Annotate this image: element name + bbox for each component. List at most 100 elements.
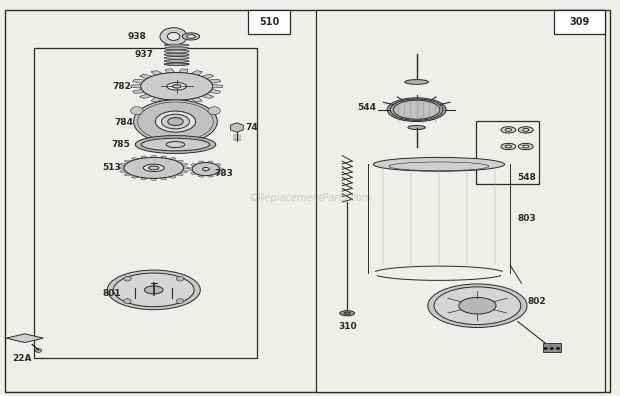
Ellipse shape [405, 80, 428, 84]
Text: 783: 783 [214, 169, 232, 177]
Circle shape [176, 299, 184, 303]
Ellipse shape [141, 72, 213, 100]
Polygon shape [202, 94, 214, 99]
Polygon shape [120, 170, 126, 172]
Polygon shape [179, 69, 188, 73]
Text: 785: 785 [112, 140, 130, 149]
Ellipse shape [124, 158, 184, 178]
Text: 510: 510 [259, 17, 279, 27]
Bar [248, 10, 290, 34]
Polygon shape [151, 178, 157, 180]
Ellipse shape [187, 35, 195, 38]
Polygon shape [231, 123, 243, 132]
Ellipse shape [523, 145, 529, 148]
Polygon shape [124, 173, 131, 176]
Ellipse shape [501, 143, 516, 150]
Ellipse shape [149, 166, 159, 170]
Text: 74: 74 [245, 123, 258, 132]
Ellipse shape [133, 100, 217, 143]
Polygon shape [191, 172, 197, 175]
Ellipse shape [164, 44, 189, 46]
Polygon shape [209, 79, 221, 83]
Ellipse shape [344, 312, 350, 314]
Ellipse shape [202, 168, 210, 171]
Polygon shape [209, 89, 221, 93]
Text: 937: 937 [134, 50, 153, 59]
Text: 801: 801 [102, 289, 121, 298]
Polygon shape [179, 99, 188, 104]
Ellipse shape [167, 82, 187, 90]
Bar [34, 48, 257, 358]
Polygon shape [141, 156, 148, 158]
Ellipse shape [340, 310, 355, 316]
Polygon shape [198, 175, 205, 177]
Bar [542, 343, 561, 352]
Text: 938: 938 [128, 32, 146, 41]
Ellipse shape [164, 53, 189, 56]
Ellipse shape [387, 98, 446, 122]
Polygon shape [6, 334, 43, 343]
Circle shape [124, 299, 131, 303]
Polygon shape [191, 97, 202, 102]
Text: 310: 310 [338, 322, 356, 331]
Ellipse shape [107, 270, 200, 310]
Polygon shape [118, 167, 124, 169]
Polygon shape [166, 69, 175, 73]
Ellipse shape [164, 47, 189, 50]
Polygon shape [219, 168, 223, 171]
Polygon shape [213, 85, 223, 88]
Ellipse shape [155, 111, 196, 132]
Polygon shape [140, 94, 152, 99]
Polygon shape [191, 164, 197, 166]
Ellipse shape [523, 128, 529, 131]
Circle shape [160, 28, 187, 45]
Ellipse shape [428, 284, 527, 327]
Ellipse shape [505, 128, 511, 131]
Polygon shape [176, 160, 184, 163]
Polygon shape [166, 99, 175, 104]
Polygon shape [169, 176, 176, 178]
Ellipse shape [164, 63, 189, 65]
Polygon shape [133, 79, 144, 83]
Text: 309: 309 [569, 17, 589, 27]
Bar [554, 10, 604, 34]
Ellipse shape [394, 100, 440, 119]
Circle shape [176, 276, 184, 281]
Ellipse shape [141, 138, 210, 151]
Circle shape [544, 347, 547, 350]
Polygon shape [181, 170, 188, 172]
Circle shape [556, 347, 560, 350]
Text: 802: 802 [527, 297, 546, 306]
Text: 22A: 22A [12, 354, 32, 363]
Ellipse shape [391, 99, 443, 120]
Text: 513: 513 [102, 164, 121, 172]
Ellipse shape [518, 143, 533, 150]
Ellipse shape [182, 33, 200, 40]
Text: 782: 782 [113, 82, 131, 91]
Polygon shape [215, 172, 221, 175]
Ellipse shape [373, 157, 505, 171]
Text: 544: 544 [357, 103, 376, 112]
Text: 803: 803 [518, 214, 536, 223]
Polygon shape [124, 160, 131, 163]
Ellipse shape [164, 50, 189, 53]
Circle shape [35, 348, 42, 352]
Polygon shape [207, 175, 213, 177]
Circle shape [124, 276, 131, 281]
Ellipse shape [164, 59, 189, 63]
Circle shape [167, 32, 180, 40]
Polygon shape [133, 89, 144, 93]
Ellipse shape [172, 85, 181, 88]
Circle shape [169, 139, 182, 147]
Polygon shape [176, 173, 184, 176]
Circle shape [131, 107, 143, 115]
Ellipse shape [501, 127, 516, 133]
Ellipse shape [164, 56, 189, 59]
Ellipse shape [434, 287, 521, 325]
Polygon shape [131, 158, 139, 160]
Ellipse shape [459, 297, 496, 314]
Ellipse shape [144, 286, 163, 294]
Polygon shape [198, 161, 205, 164]
Polygon shape [151, 97, 162, 102]
Polygon shape [188, 168, 193, 171]
